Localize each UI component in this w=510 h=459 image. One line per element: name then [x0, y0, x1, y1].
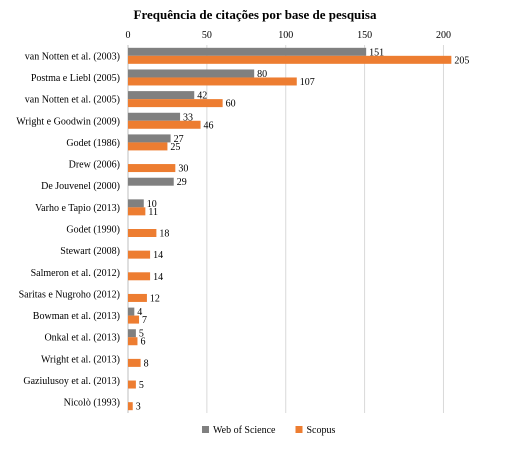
bar — [128, 47, 367, 56]
data-label: 27 — [174, 134, 184, 145]
bar — [128, 293, 147, 302]
bar — [128, 307, 135, 316]
data-label: 7 — [142, 315, 147, 326]
data-label: 42 — [197, 91, 207, 102]
legend-label: Scopus — [307, 425, 336, 436]
data-label: 29 — [177, 177, 187, 188]
data-label: 46 — [204, 120, 214, 131]
data-label: 107 — [300, 77, 315, 88]
bar — [128, 99, 223, 108]
data-label: 25 — [170, 142, 180, 153]
data-label: 8 — [144, 358, 149, 369]
category-label: Wright et al. (2013) — [41, 354, 120, 365]
data-label: 14 — [153, 272, 163, 283]
data-label: 10 — [147, 199, 157, 210]
bar — [128, 337, 138, 346]
category-label: Bowman et al. (2013) — [33, 311, 120, 322]
bar — [128, 120, 201, 129]
data-label: 4 — [137, 307, 142, 318]
data-label: 5 — [139, 380, 144, 391]
data-label: 5 — [139, 329, 144, 340]
data-label: 6 — [140, 337, 145, 348]
bar — [128, 199, 144, 208]
bar — [128, 55, 452, 64]
bar — [128, 142, 168, 151]
category-label: van Notten et al. (2003) — [25, 51, 120, 62]
bar — [128, 177, 174, 186]
data-label: 33 — [183, 112, 193, 123]
x-tick-label: 200 — [436, 30, 451, 41]
bar — [128, 134, 171, 143]
bar — [128, 402, 133, 411]
category-label: Wright e Goodwin (2009) — [16, 116, 120, 127]
data-label: 11 — [148, 207, 158, 218]
bar — [128, 164, 176, 173]
category-label: Stewart (2008) — [60, 246, 120, 257]
bar — [128, 380, 136, 389]
data-label: 12 — [150, 293, 160, 304]
legend-swatch — [202, 426, 209, 433]
category-label: De Jouvenel (2000) — [41, 181, 120, 192]
category-label: Saritas e Nugroho (2012) — [19, 289, 120, 300]
x-tick-label: 0 — [126, 30, 131, 41]
bar — [128, 207, 146, 216]
data-label: 3 — [136, 402, 141, 413]
category-label: Salmeron et al. (2012) — [31, 268, 120, 279]
legend-swatch — [295, 426, 303, 433]
bar — [128, 77, 297, 86]
category-label: Postma e Liebl (2005) — [31, 73, 120, 84]
data-label: 205 — [454, 55, 469, 66]
bar — [128, 315, 140, 324]
bar — [128, 250, 151, 259]
bar — [128, 272, 151, 281]
category-label: Nicolò (1993) — [64, 398, 120, 409]
bar — [128, 69, 255, 78]
category-label: Drew (2006) — [69, 160, 120, 171]
legend-label: Web of Science — [213, 425, 276, 436]
data-label: 80 — [257, 69, 267, 80]
category-label: Godet (1990) — [66, 225, 120, 236]
bar — [128, 112, 181, 121]
bar — [128, 358, 141, 367]
category-label: Onkal et al. (2013) — [44, 333, 120, 344]
data-label: 30 — [178, 164, 188, 175]
x-tick-label: 150 — [357, 30, 372, 41]
category-label: van Notten et al. (2005) — [25, 95, 120, 106]
category-label: Gaziulusoy et al. (2013) — [23, 376, 120, 387]
data-label: 18 — [159, 229, 169, 240]
x-tick-label: 100 — [278, 30, 293, 41]
chart-title: Frequência de citações por base de pesqu… — [133, 7, 377, 22]
data-label: 14 — [153, 250, 163, 261]
data-label: 151 — [369, 47, 384, 58]
bar — [128, 91, 195, 100]
bar — [128, 229, 157, 237]
category-label: Godet (1986) — [66, 138, 120, 149]
bar — [128, 329, 136, 338]
x-tick-label: 50 — [202, 30, 212, 41]
data-label: 60 — [226, 99, 236, 110]
category-label: Varho e Tapio (2013) — [35, 203, 120, 214]
